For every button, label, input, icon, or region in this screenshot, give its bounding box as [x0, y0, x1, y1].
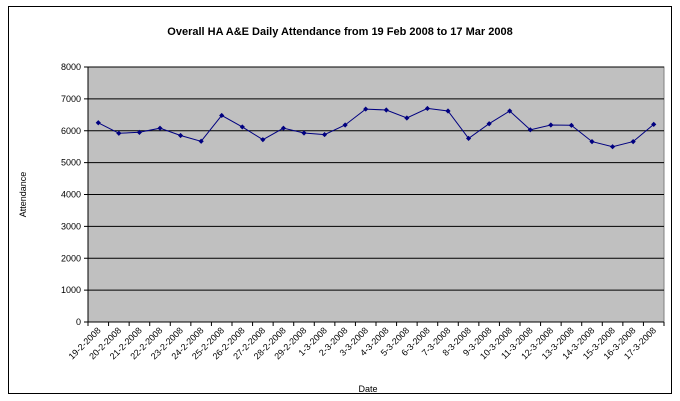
data-point	[157, 125, 163, 131]
data-point	[260, 137, 266, 143]
data-point	[342, 122, 348, 128]
data-point	[136, 129, 143, 135]
data-point	[507, 108, 513, 114]
series-line	[98, 107, 655, 148]
data-point	[301, 130, 307, 136]
data-point	[445, 108, 451, 114]
data-point	[651, 121, 657, 127]
y-tick-label: 5000	[61, 158, 81, 168]
x-axis-label: Date	[358, 384, 377, 394]
data-point	[280, 125, 287, 131]
data-markers	[95, 105, 657, 150]
y-tick-label: 1000	[61, 285, 81, 295]
data-point	[177, 132, 184, 139]
data-point	[404, 115, 410, 121]
chart-title: Overall HA A&E Daily Attendance from 19 …	[167, 26, 512, 38]
data-point	[383, 107, 389, 113]
data-point	[630, 138, 636, 145]
data-point	[548, 122, 554, 128]
data-point	[219, 112, 225, 119]
data-point	[239, 124, 245, 130]
y-tick-labels: 0 1000 2000 3000 4000 5000 6000 7000 8000	[61, 62, 88, 327]
y-tick-label: 8000	[61, 62, 81, 72]
data-point	[424, 105, 431, 112]
gridlines	[87, 66, 664, 323]
y-tick-label: 7000	[61, 94, 81, 104]
data-point	[486, 121, 492, 127]
y-tick-label: 4000	[61, 190, 81, 200]
data-point	[321, 131, 328, 138]
data-point	[609, 144, 616, 150]
y-tick-label: 2000	[61, 253, 81, 263]
y-tick-label: 3000	[61, 221, 81, 231]
y-axis-label: Attendance	[18, 172, 28, 218]
y-tick-label: 6000	[61, 126, 81, 136]
data-point	[198, 138, 204, 144]
data-point	[465, 135, 472, 141]
data-point	[116, 130, 122, 136]
y-tick-label: 0	[76, 317, 81, 327]
data-point	[568, 122, 575, 128]
data-point	[95, 120, 101, 126]
data-point	[589, 138, 595, 145]
data-point	[363, 106, 369, 112]
x-tick-labels: 19-2-200820-2-200821-2-200822-2-200823-2…	[67, 322, 665, 361]
data-point	[527, 127, 533, 133]
